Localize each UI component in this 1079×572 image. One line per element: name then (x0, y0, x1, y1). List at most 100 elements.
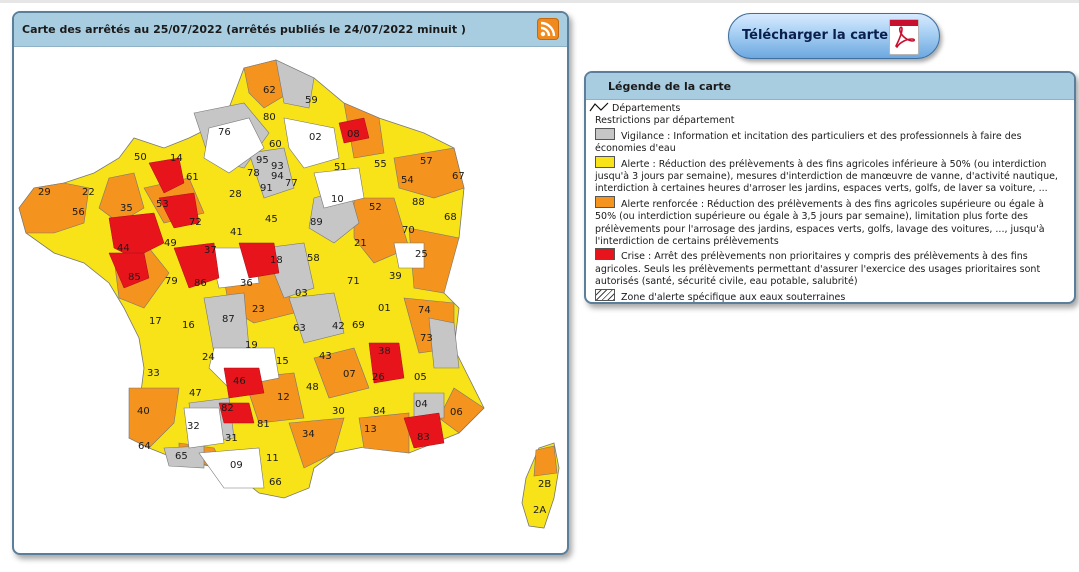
crise-swatch (595, 248, 615, 261)
dept-label: 39 (389, 271, 402, 282)
dept-label: 02 (309, 132, 322, 143)
dept-label: 91 (260, 183, 273, 194)
legend-item-alerte-renforcee: Alerte renforcée : Réduction des prélève… (589, 195, 1068, 249)
legend-title: Légende de la carte (608, 79, 732, 93)
dept-label: 95 (256, 155, 269, 166)
dept-label: 65 (175, 451, 188, 462)
dept-label: 05 (414, 372, 427, 383)
dept-label: 33 (147, 368, 160, 379)
dept-label: 13 (364, 424, 377, 435)
dept-label: 74 (418, 305, 431, 316)
dept-label: 82 (221, 403, 234, 414)
dept-label: 16 (182, 320, 195, 331)
crise-zones (108, 117, 445, 449)
dept-label: 22 (82, 187, 95, 198)
legend-departements-row: Départements (589, 102, 1068, 115)
dept-label: 56 (72, 207, 85, 218)
dept-label: 64 (138, 441, 151, 452)
vigilance-swatch (595, 127, 615, 140)
dept-label: 63 (293, 323, 306, 334)
dept-label: 78 (247, 168, 260, 179)
dept-label: 01 (378, 303, 391, 314)
dept-label: 42 (332, 321, 345, 332)
legend-body: Départements Restrictions par départemen… (586, 100, 1074, 303)
dept-label: 38 (378, 346, 391, 357)
dept-label: 72 (189, 217, 202, 228)
dept-label: 55 (374, 159, 387, 170)
dept-label: 76 (218, 127, 231, 138)
dept-label: 24 (202, 352, 215, 363)
dept-label: 37 (204, 245, 217, 256)
alerte-renforcee-swatch (595, 195, 615, 208)
legend-item-groundwater: Zone d'alerte spécifique aux eaux souter… (589, 288, 1068, 303)
dept-label: 69 (352, 320, 365, 331)
dept-label: 68 (444, 212, 457, 223)
dept-label: 43 (319, 351, 332, 362)
map-panel: Carte des arrêtés au 25/07/2022 (arrêtés… (12, 11, 569, 555)
dept-label: 77 (285, 178, 298, 189)
dept-label: 25 (415, 249, 428, 260)
legend-item-text: Crise : Arrêt des prélèvements non prior… (595, 251, 1041, 288)
dept-label: 03 (295, 288, 308, 299)
legend-item-text: Vigilance : Information et incitation de… (595, 130, 1022, 155)
legend-item-vigilance: Vigilance : Information et incitation de… (589, 127, 1068, 156)
legend-item-alerte: Alerte : Réduction des prélèvements à de… (589, 155, 1068, 196)
dept-label: 31 (225, 433, 238, 444)
dept-label: 85 (128, 272, 141, 283)
dept-label: 14 (170, 153, 183, 164)
alerte-swatch (595, 155, 615, 168)
legend-departements-label: Départements (612, 103, 681, 114)
dept-label: 32 (187, 421, 200, 432)
dept-label: 89 (310, 217, 323, 228)
dept-label: 52 (369, 202, 382, 213)
map-title: Carte des arrêtés au 25/07/2022 (arrêtés… (22, 23, 466, 36)
dept-label: 06 (450, 407, 463, 418)
dept-label: 87 (222, 314, 235, 325)
dept-label: 36 (240, 278, 253, 289)
dept-label: 61 (186, 172, 199, 183)
legend-item-text: Alerte : Réduction des prélèvements à de… (595, 158, 1058, 195)
dept-label: 07 (343, 369, 356, 380)
dept-label: 83 (417, 432, 430, 443)
dept-label: 53 (156, 199, 169, 210)
dept-label: 21 (354, 238, 367, 249)
dept-label: 12 (277, 392, 290, 403)
legend-panel: Légende de la carte Départements Restric… (584, 71, 1076, 304)
download-map-button[interactable]: Télécharger la carte (728, 13, 940, 59)
dept-label: 46 (233, 376, 246, 387)
legend-header: Légende de la carte (586, 73, 1074, 100)
dept-label: 62 (263, 85, 276, 96)
departement-boundary-icon (589, 102, 609, 112)
rss-feed-icon[interactable] (537, 18, 559, 40)
dept-label: 35 (120, 203, 133, 214)
dept-label: 34 (302, 429, 315, 440)
dept-label: 84 (373, 406, 386, 417)
dept-label: 41 (230, 227, 243, 238)
dept-label: 57 (420, 156, 433, 167)
dept-label: 2B (538, 479, 551, 490)
dept-label: 71 (347, 276, 360, 287)
legend-item-crise: Crise : Arrêt des prélèvements non prior… (589, 248, 1068, 288)
alerte-renforcee-zones (18, 59, 485, 469)
dept-label: 88 (412, 197, 425, 208)
dept-label: 67 (452, 171, 465, 182)
dept-label: 44 (117, 243, 130, 254)
dept-label: 60 (269, 139, 282, 150)
dept-label: 2A (533, 505, 546, 516)
dept-label: 58 (307, 253, 320, 264)
map-header: Carte des arrêtés au 25/07/2022 (arrêtés… (14, 13, 567, 47)
dept-label: 15 (276, 356, 289, 367)
top-border (0, 0, 1079, 3)
dept-label: 49 (164, 238, 177, 249)
legend-hatch-label: Zone d'alerte spécifique aux eaux souter… (621, 291, 846, 303)
dept-label: 26 (372, 372, 385, 383)
france-drought-map[interactable]: 62 59 80 76 02 08 60 50 14 95 51 55 57 6… (14, 48, 567, 553)
dept-label: 19 (245, 340, 258, 351)
download-map-label: Télécharger la carte (742, 28, 889, 43)
no-restriction-zones (183, 117, 425, 489)
department-labels: 62 59 80 76 02 08 60 50 14 95 51 55 57 6… (38, 85, 551, 516)
dept-label: 51 (334, 162, 347, 173)
dept-label: 09 (230, 460, 243, 471)
dept-label: 10 (331, 194, 344, 205)
dept-label: 86 (194, 278, 207, 289)
